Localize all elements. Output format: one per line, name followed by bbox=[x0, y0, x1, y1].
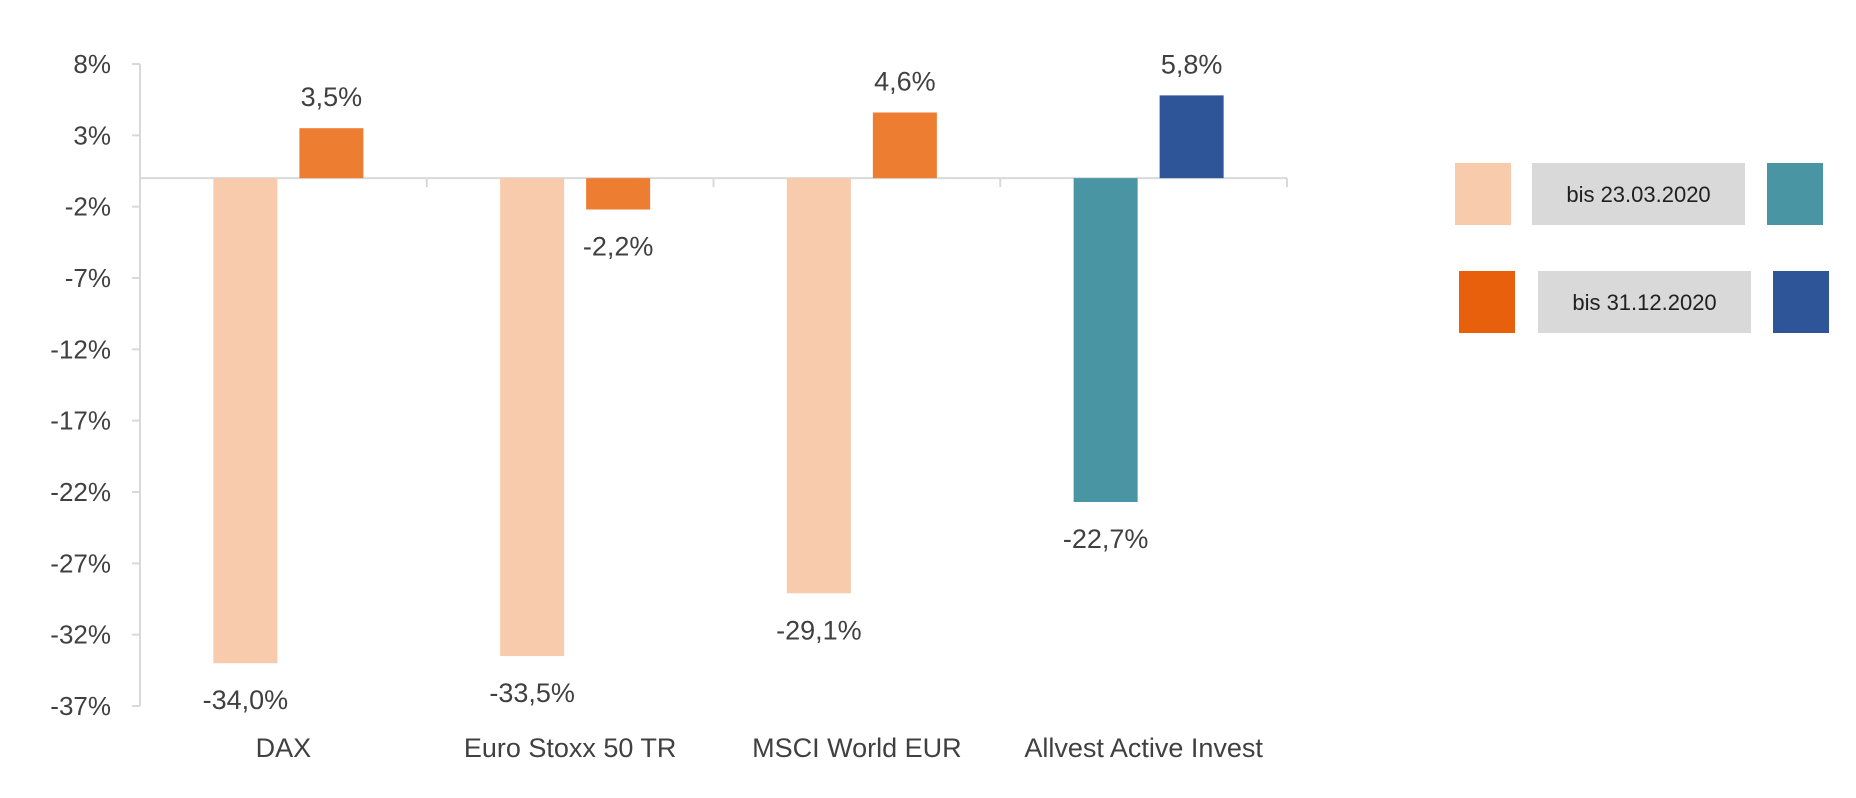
y-tick-label: -37% bbox=[50, 691, 111, 721]
bar bbox=[1073, 178, 1138, 502]
category-label: MSCI World EUR bbox=[752, 733, 962, 763]
bar bbox=[299, 128, 364, 179]
data-label: -22,7% bbox=[1063, 524, 1149, 554]
y-axis: 8% 3% -2% -7% -12% -17% -22% -27% -32% -37% bbox=[50, 49, 141, 721]
legend-swatch bbox=[1455, 163, 1511, 225]
data-label: -34,0% bbox=[203, 685, 289, 715]
legend-swatch bbox=[1773, 271, 1829, 333]
y-tick-label: -7% bbox=[65, 263, 111, 293]
y-tick-label: 3% bbox=[73, 120, 111, 150]
data-label: -29,1% bbox=[776, 615, 862, 645]
y-tick-label: -17% bbox=[50, 406, 111, 436]
legend: bis 23.03.2020 bis 31.12.2020 bbox=[1455, 163, 1829, 333]
bar bbox=[786, 178, 851, 594]
bars bbox=[213, 95, 1224, 664]
bar bbox=[1159, 95, 1224, 179]
data-label: 5,8% bbox=[1161, 49, 1223, 79]
category-label: DAX bbox=[256, 733, 312, 763]
legend-label: bis 23.03.2020 bbox=[1566, 182, 1710, 207]
legend-swatch bbox=[1767, 163, 1823, 225]
data-label: 4,6% bbox=[874, 67, 936, 97]
y-tick-label: 8% bbox=[73, 49, 111, 79]
y-tick-label: -12% bbox=[50, 334, 111, 364]
bar bbox=[213, 178, 278, 664]
y-tick-label: -32% bbox=[50, 620, 111, 650]
data-labels: -34,0% 3,5% -33,5% -2,2% -29,1% 4,6% -22,7% 5,8… bbox=[203, 49, 1223, 715]
legend-label: bis 31.12.2020 bbox=[1572, 290, 1716, 315]
bar bbox=[500, 178, 565, 657]
bar bbox=[586, 178, 651, 210]
category-label: Allvest Active Invest bbox=[1024, 733, 1263, 763]
bar bbox=[872, 112, 937, 179]
data-label: -33,5% bbox=[489, 678, 575, 708]
legend-label-box bbox=[1532, 163, 1745, 225]
legend-swatch bbox=[1459, 271, 1515, 333]
category-label: Euro Stoxx 50 TR bbox=[464, 733, 677, 763]
data-label: 3,5% bbox=[301, 82, 363, 112]
data-label: -2,2% bbox=[583, 232, 654, 262]
y-tick-label: -22% bbox=[50, 477, 111, 507]
y-tick-label: -27% bbox=[50, 548, 111, 578]
y-tick-label: -2% bbox=[65, 192, 111, 222]
legend-label-box bbox=[1538, 271, 1751, 333]
